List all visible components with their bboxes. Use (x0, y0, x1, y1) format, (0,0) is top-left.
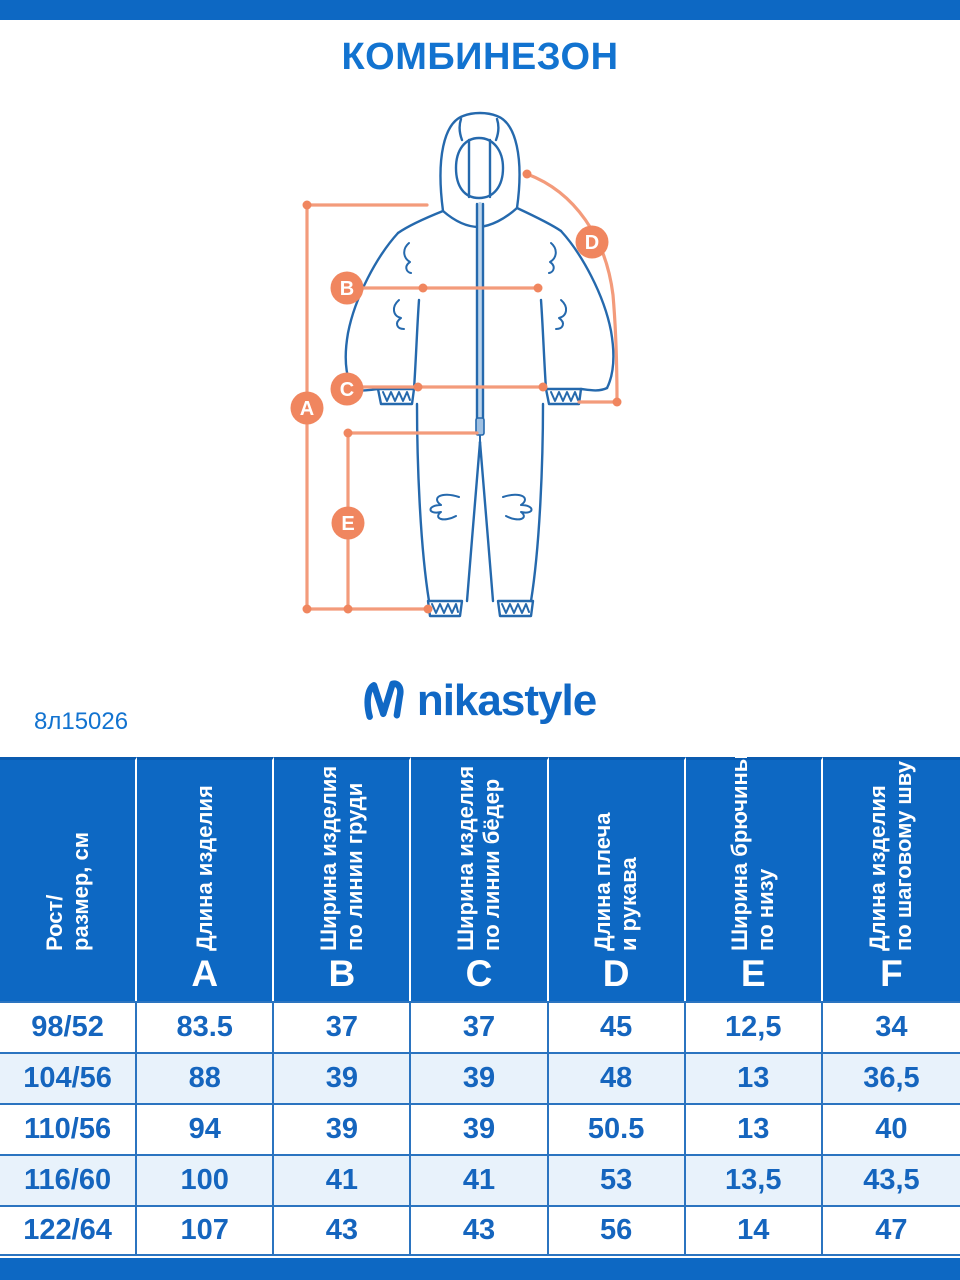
svg-text:D: D (585, 232, 599, 254)
value-cell: 88 (137, 1052, 275, 1103)
measure-badge-e: E (331, 506, 365, 540)
page-title: КОМБИНЕЗОН (341, 36, 619, 78)
brand-logo-icon (364, 680, 404, 720)
column-header-c: Ширина изделия по линии бёдер C (411, 757, 549, 1001)
svg-text:C: C (340, 379, 354, 401)
jumpsuit-outline (344, 111, 615, 618)
value-cell: 12,5 (685, 1001, 823, 1052)
value-cell: 43 (411, 1205, 549, 1256)
measure-badge-c: C (330, 372, 364, 406)
jumpsuit-measurement-diagram: A B C D E (290, 111, 622, 618)
size-table-header: Рост/ размер, см Длина изделия A Ширина … (0, 753, 960, 1001)
value-cell: 48 (548, 1052, 686, 1103)
size-cell: 122/64 (0, 1205, 138, 1256)
table-row: 104/56 88 39 39 48 13 36,5 (0, 1052, 960, 1103)
value-cell: 107 (137, 1205, 275, 1256)
value-cell: 37 (274, 1001, 412, 1052)
value-cell: 13 (685, 1103, 823, 1154)
value-cell: 37 (411, 1001, 549, 1052)
column-header-size: Рост/ размер, см (0, 757, 138, 1001)
value-cell: 41 (411, 1154, 549, 1205)
column-header-e: Ширина брючины по низу E (685, 753, 823, 1001)
value-cell: 53 (548, 1154, 686, 1205)
value-cell: 43,5 (822, 1154, 960, 1205)
article-number: 8л15026 (34, 708, 129, 735)
measure-badge-d: D (575, 225, 609, 259)
measure-badge-b: B (330, 271, 364, 305)
table-row: 122/64 107 43 43 56 14 47 (0, 1205, 960, 1256)
size-cell: 98/52 (0, 1001, 138, 1052)
column-header-d: Длина плеча и рукава D (548, 757, 686, 1001)
value-cell: 39 (411, 1103, 549, 1154)
svg-text:B: B (340, 278, 354, 300)
value-cell: 13,5 (685, 1154, 823, 1205)
value-cell: 45 (548, 1001, 686, 1052)
value-cell: 40 (822, 1103, 960, 1154)
column-header-f: Длина изделия по шаговому шву F (822, 757, 960, 1001)
bottom-accent-bar (0, 1258, 960, 1280)
value-cell: 94 (137, 1103, 275, 1154)
value-cell: 39 (274, 1103, 412, 1154)
value-cell: 39 (411, 1052, 549, 1103)
table-row: 116/60 100 41 41 53 13,5 43,5 (0, 1154, 960, 1205)
measurement-endpoints (302, 169, 622, 614)
value-cell: 83.5 (137, 1001, 275, 1052)
size-cell: 110/56 (0, 1103, 138, 1154)
value-cell: 41 (274, 1154, 412, 1205)
brand-logo: nikastyle (0, 678, 960, 724)
column-header-b: Ширина изделия по линии груди B (274, 757, 412, 1001)
value-cell: 34 (822, 1001, 960, 1052)
top-accent-bar (0, 0, 960, 20)
value-cell: 39 (274, 1052, 412, 1103)
size-cell: 116/60 (0, 1154, 138, 1205)
value-cell: 43 (274, 1205, 412, 1256)
svg-text:A: A (300, 398, 314, 420)
size-cell: 104/56 (0, 1052, 138, 1103)
value-cell: 50.5 (548, 1103, 686, 1154)
value-cell: 56 (548, 1205, 686, 1256)
value-cell: 14 (685, 1205, 823, 1256)
column-header-a: Длина изделия A (137, 757, 275, 1001)
value-cell: 13 (685, 1052, 823, 1103)
value-cell: 36,5 (822, 1052, 960, 1103)
size-table: Рост/ размер, см Длина изделия A Ширина … (0, 753, 960, 1256)
measure-badge-a: A (290, 391, 324, 425)
brand-name: nikastyle (416, 676, 597, 725)
value-cell: 100 (137, 1154, 275, 1205)
svg-text:E: E (341, 513, 354, 535)
table-row: 98/52 83.5 37 37 45 12,5 34 (0, 1001, 960, 1052)
table-row: 110/56 94 39 39 50.5 13 40 (0, 1103, 960, 1154)
value-cell: 47 (822, 1205, 960, 1256)
